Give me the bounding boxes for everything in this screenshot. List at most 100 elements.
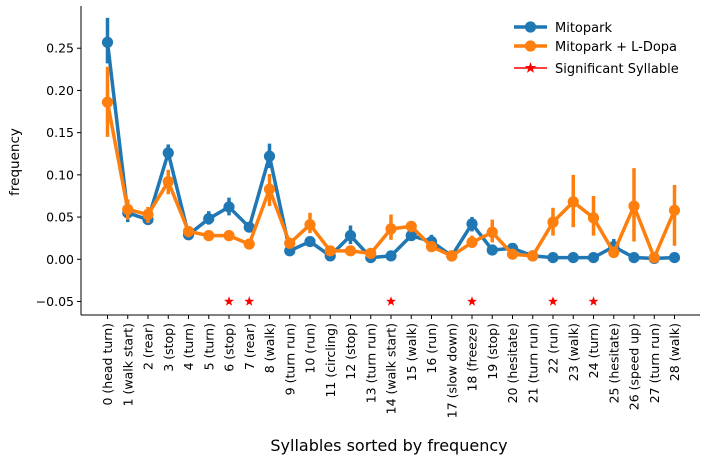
significant-markers xyxy=(224,296,599,306)
data-point xyxy=(628,200,640,212)
data-point xyxy=(203,213,215,225)
data-point xyxy=(203,230,215,242)
data-point xyxy=(668,251,681,264)
significant-star xyxy=(548,296,558,306)
data-point xyxy=(385,223,397,235)
x-tick-label: 19 (stop) xyxy=(485,323,500,380)
data-point xyxy=(547,216,559,228)
x-tick-label: 22 (run) xyxy=(546,323,561,374)
y-axis-label: frequency xyxy=(7,128,23,196)
data-point xyxy=(405,230,417,242)
legend: Mitopark Mitopark + L-Dopa Significant Syl… xyxy=(514,21,679,77)
data-point xyxy=(101,36,114,48)
data-point xyxy=(101,96,114,108)
plot-area xyxy=(101,17,681,306)
series-1 xyxy=(101,66,681,264)
x-tick-label: 17 (slow down) xyxy=(444,323,459,418)
data-point xyxy=(122,203,134,216)
data-point xyxy=(263,150,276,162)
data-point xyxy=(304,235,316,248)
data-point xyxy=(365,247,377,259)
data-point xyxy=(344,245,357,257)
y-tick-label: 0.05 xyxy=(46,210,74,225)
x-tick-label: 12 (stop) xyxy=(343,323,358,380)
data-point xyxy=(425,241,438,253)
data-point xyxy=(263,183,276,195)
data-point xyxy=(648,251,660,264)
x-tick-label: 26 (speed up) xyxy=(627,323,642,410)
x-axis-label: Syllables sorted by frequency xyxy=(270,436,507,455)
significant-star xyxy=(224,296,234,306)
data-point xyxy=(527,250,539,262)
significant-star xyxy=(386,296,396,306)
x-tick-label: 25 (hesitate) xyxy=(606,323,621,403)
y-tick-label: −0.05 xyxy=(36,294,74,309)
data-point xyxy=(284,237,296,249)
data-point xyxy=(182,225,195,238)
data-point xyxy=(587,251,600,264)
data-point xyxy=(344,230,357,242)
data-point xyxy=(547,251,559,264)
data-point xyxy=(243,238,255,250)
data-point xyxy=(162,176,174,188)
data-point xyxy=(506,248,519,260)
x-tick-label: 0 (head turn) xyxy=(100,323,115,406)
x-tick-label: 18 (freeze) xyxy=(465,323,480,392)
x-tick-label: 8 (walk) xyxy=(262,323,277,373)
data-point xyxy=(304,219,316,231)
data-point xyxy=(466,236,478,248)
x-tick-label: 15 (walk) xyxy=(404,323,419,381)
data-point xyxy=(223,201,235,213)
data-point xyxy=(567,196,579,208)
x-tick-label: 1 (walk start) xyxy=(120,323,135,406)
data-point xyxy=(486,244,498,256)
x-tick-label: 23 (walk) xyxy=(566,323,581,381)
y-tick-label: 0.15 xyxy=(46,125,74,140)
legend-label-1: Mitopark + L-Dopa xyxy=(555,40,677,55)
data-point xyxy=(243,221,255,233)
legend-marker-0 xyxy=(524,21,537,33)
data-point xyxy=(142,208,154,221)
x-tick-label: 21 (turn run) xyxy=(525,323,540,403)
x-tick-label: 9 (turn run) xyxy=(282,323,297,395)
legend-label-significant: Significant Syllable xyxy=(555,62,679,77)
x-tick-label: 28 (walk) xyxy=(667,323,682,381)
legend-marker-1 xyxy=(524,40,537,52)
x-tick-label: 3 (stop) xyxy=(161,323,176,372)
x-tick-label: 13 (turn run) xyxy=(363,323,378,403)
data-point xyxy=(405,220,417,232)
y-tick-label: 0.00 xyxy=(46,252,74,267)
significant-star xyxy=(588,296,599,306)
data-point xyxy=(567,251,579,264)
x-tick-label: 20 (hesitate) xyxy=(505,323,520,403)
y-tick-label: 0.10 xyxy=(46,167,74,182)
legend-marker-significant xyxy=(524,62,537,73)
x-tick-label: 14 (walk start) xyxy=(384,323,399,414)
data-point xyxy=(324,245,336,257)
x-tick-label: 27 (turn run) xyxy=(647,323,662,403)
data-point xyxy=(668,204,681,216)
data-point xyxy=(223,230,235,242)
data-point xyxy=(385,250,397,262)
data-point xyxy=(486,226,498,238)
data-point xyxy=(466,218,478,230)
y-tick-label: 0.25 xyxy=(46,41,74,56)
x-tick-label: 16 (run) xyxy=(424,323,439,374)
x-tick-label: 2 (rear) xyxy=(141,323,156,370)
y-tick-label: 0.20 xyxy=(46,83,74,98)
data-point xyxy=(162,147,174,159)
data-point xyxy=(587,212,600,224)
legend-label-0: Mitopark xyxy=(555,21,612,36)
data-point xyxy=(628,251,640,264)
significant-star xyxy=(244,296,255,306)
x-tick-label: 24 (turn) xyxy=(586,323,601,378)
x-tick-label: 5 (turn) xyxy=(201,323,216,370)
x-tick-label: 11 (circling) xyxy=(323,323,338,398)
data-point xyxy=(608,246,620,259)
x-tick-label: 6 (stop) xyxy=(222,323,237,372)
x-tick-label: 10 (run) xyxy=(303,323,318,374)
data-point xyxy=(446,250,458,262)
x-tick-label: 7 (rear) xyxy=(242,323,257,370)
x-tick-label: 4 (turn) xyxy=(181,323,196,370)
